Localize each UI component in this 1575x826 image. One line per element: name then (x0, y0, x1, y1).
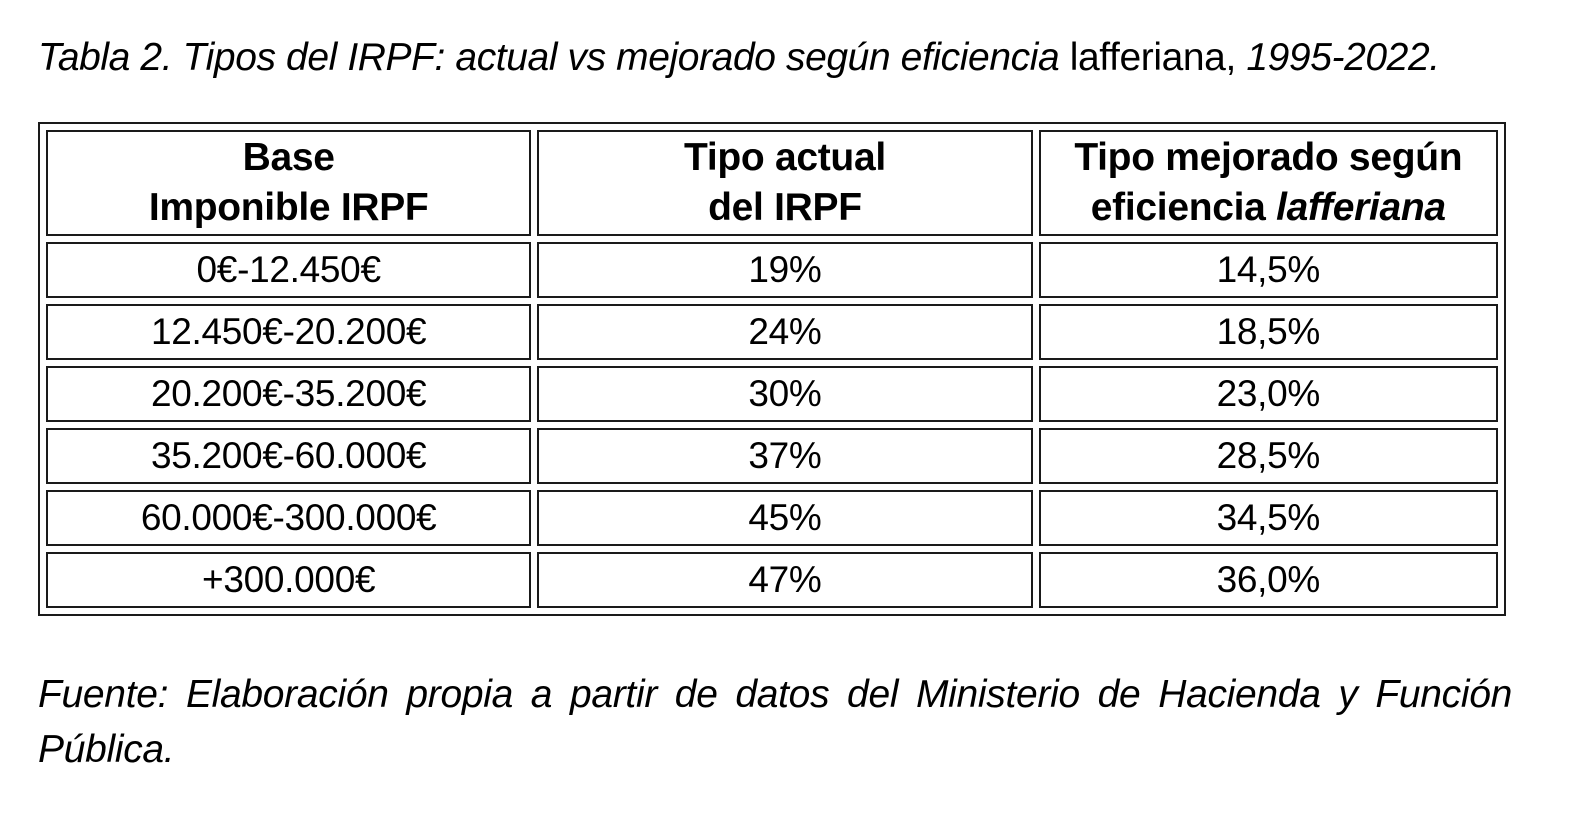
header-row: Base Imponible IRPF Tipo actual del IRPF T… (46, 130, 1498, 236)
source-note: Fuente: Elaboración propia a partir de d… (38, 668, 1512, 777)
table-row: +300.000€ 47% 36,0% (46, 552, 1498, 608)
table-row: 12.450€-20.200€ 24% 18,5% (46, 304, 1498, 360)
caption-italic-tail: 1995-2022. (1235, 36, 1440, 79)
cell-tipo-mejorado: 23,0% (1038, 366, 1498, 422)
cell-tipo-actual: 24% (537, 304, 1033, 360)
caption-upright-word: lafferiana, (1069, 36, 1237, 79)
cell-tipo-actual: 37% (537, 428, 1033, 484)
cell-tipo-mejorado: 18,5% (1038, 304, 1498, 360)
cell-tipo-actual: 30% (537, 366, 1033, 422)
header-cell-tipo-actual: Tipo actual del IRPF (537, 130, 1033, 236)
header-cell-base-imponible: Base Imponible IRPF (46, 130, 532, 236)
caption-italic-lead: Tabla 2. Tipos del IRPF: actual vs mejor… (38, 36, 1070, 79)
header-mejorado-line2-italic: lafferiana (1276, 186, 1446, 229)
table-row: 0€-12.450€ 19% 14,5% (46, 242, 1498, 298)
cell-base-imponible: 0€-12.450€ (46, 242, 532, 298)
header-base-line1: Base (242, 136, 335, 180)
cell-base-imponible: +300.000€ (46, 552, 532, 608)
source-note-line2: Pública. (38, 727, 175, 771)
header-base-line2: Imponible IRPF (148, 186, 429, 229)
table-row: 20.200€-35.200€ 30% 23,0% (46, 366, 1498, 422)
cell-base-imponible: 20.200€-35.200€ (46, 366, 532, 422)
cell-tipo-actual: 45% (537, 490, 1033, 546)
table-caption: Tabla 2. Tipos del IRPF: actual vs mejor… (38, 36, 1557, 80)
header-cell-tipo-mejorado: Tipo mejorado según eficiencia lafferiana (1038, 130, 1498, 236)
cell-tipo-mejorado: 28,5% (1038, 428, 1498, 484)
table-row: 60.000€-300.000€ 45% 34,5% (46, 490, 1498, 546)
cell-base-imponible: 35.200€-60.000€ (46, 428, 532, 484)
cell-tipo-actual: 19% (537, 242, 1033, 298)
cell-base-imponible: 12.450€-20.200€ (46, 304, 532, 360)
header-mejorado-line1: Tipo mejorado según (1074, 136, 1463, 180)
document-page: Tabla 2. Tipos del IRPF: actual vs mejor… (0, 36, 1575, 826)
cell-tipo-mejorado: 36,0% (1038, 552, 1498, 608)
header-actual-line1: Tipo actual (684, 136, 886, 180)
tax-rates-table: Base Imponible IRPF Tipo actual del IRPF T… (40, 124, 1504, 614)
table-row: 35.200€-60.000€ 37% 28,5% (46, 428, 1498, 484)
cell-tipo-mejorado: 14,5% (1038, 242, 1498, 298)
cell-tipo-actual: 47% (537, 552, 1033, 608)
header-actual-line2: del IRPF (708, 186, 862, 229)
tax-rates-table-frame: Base Imponible IRPF Tipo actual del IRPF T… (38, 122, 1506, 616)
source-note-line1: Fuente: Elaboración propia a partir de d… (38, 673, 1512, 716)
cell-base-imponible: 60.000€-300.000€ (46, 490, 532, 546)
cell-tipo-mejorado: 34,5% (1038, 490, 1498, 546)
header-mejorado-line2-text: eficiencia (1090, 186, 1277, 229)
